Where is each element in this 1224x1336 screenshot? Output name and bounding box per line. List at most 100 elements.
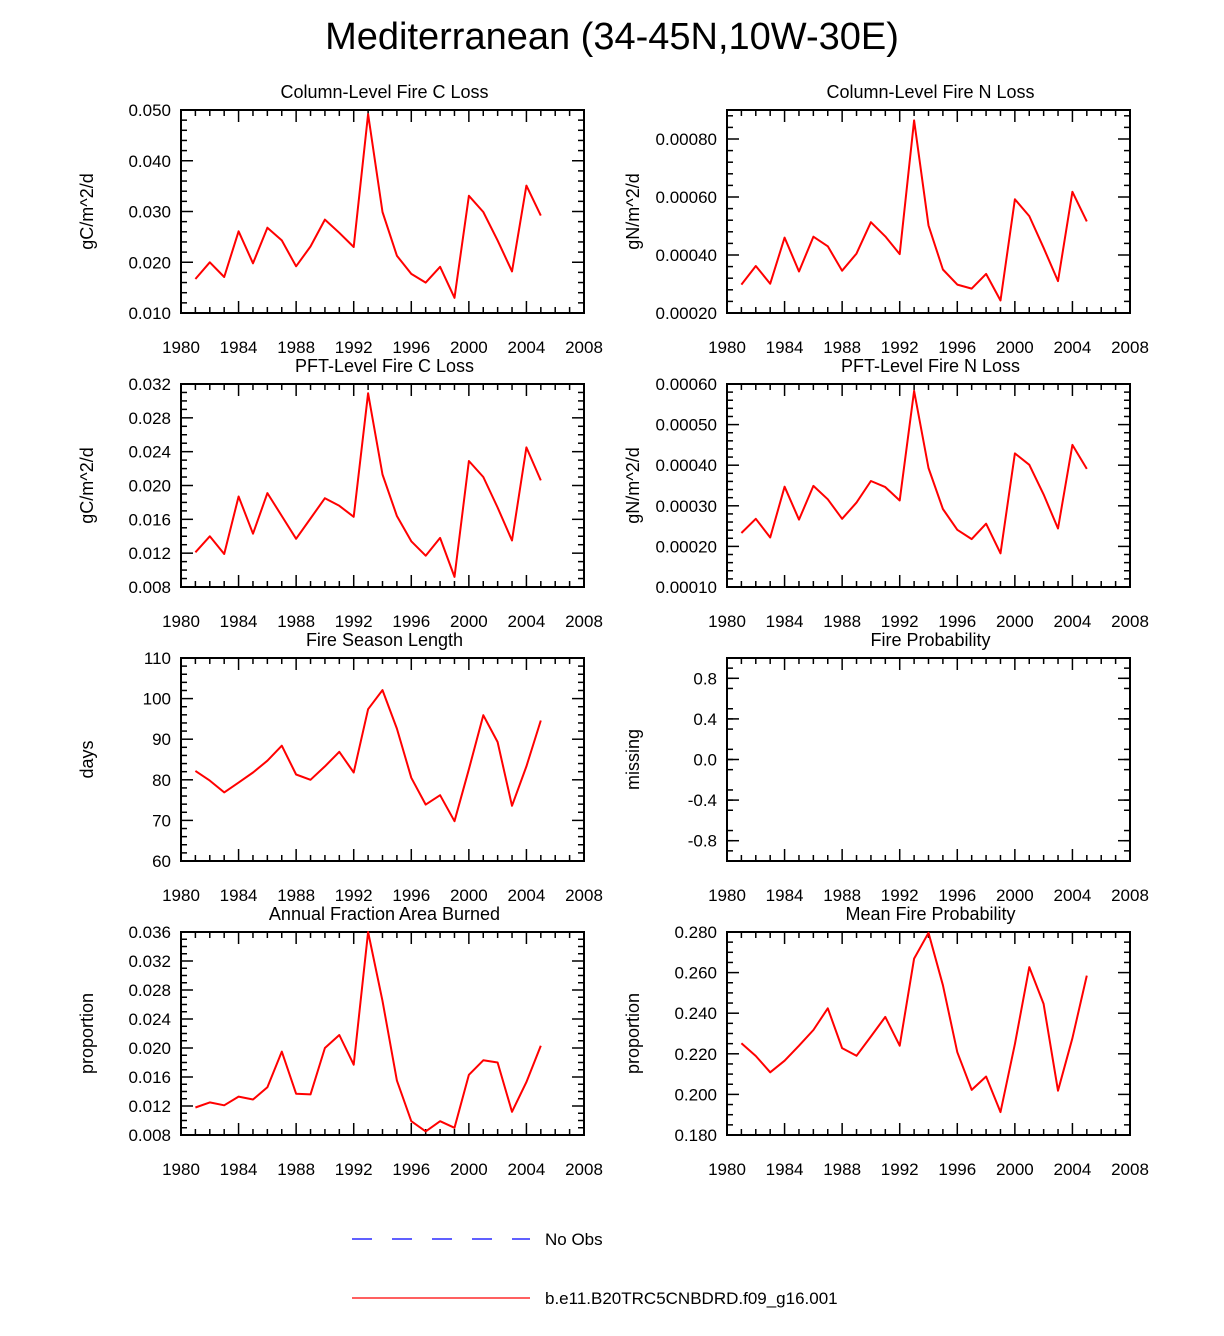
series-points	[741, 120, 1087, 301]
legend: No Obs b.e11.B20TRC5CNBDRD.f09_g16.001	[352, 1230, 838, 1308]
x-tick-label: 1996	[392, 1160, 430, 1179]
series-points	[195, 690, 541, 822]
chart-panels: Column-Level Fire C Loss gC/m^2/d 1980 1984…	[77, 82, 1149, 1179]
y-tick-label: 0.012	[128, 1097, 171, 1116]
x-tick-label: 1980	[708, 886, 746, 905]
x-tick-label: 1996	[938, 338, 976, 357]
x-tick-label: 2008	[565, 886, 603, 905]
y-tick-label: 0.00030	[656, 497, 717, 516]
y-tick-label: 0.00050	[656, 416, 717, 435]
x-tick-label: 2004	[1054, 612, 1092, 631]
series-line	[195, 931, 542, 1133]
tick-marks	[180, 109, 585, 314]
x-tick-label: 1984	[220, 886, 258, 905]
y-tick-label: 0.00040	[656, 246, 717, 265]
y-tick-label: 0.016	[128, 510, 171, 529]
legend-obs-label: No Obs	[545, 1230, 603, 1249]
y-axis-label: gN/m^2/d	[623, 447, 643, 523]
x-tick-label: 1992	[335, 612, 373, 631]
x-tick-label: 1984	[766, 886, 804, 905]
plot-frame	[180, 383, 585, 588]
y-tick-label: 0.00080	[656, 130, 717, 149]
series-points	[741, 932, 1087, 1113]
y-tick-label: 0.008	[128, 578, 171, 597]
chart-panel-5: Fire Season Length days 1980 1984 1988 1992 19…	[77, 630, 603, 905]
x-tick-label: 1988	[277, 338, 315, 357]
x-tick-label: 2008	[565, 1160, 603, 1179]
x-tick-label: 1988	[823, 886, 861, 905]
chart-panel-7: Annual Fraction Area Burned proportion 198…	[77, 904, 603, 1179]
x-tick-label: 2000	[996, 612, 1034, 631]
y-tick-label: 0.00060	[656, 375, 717, 394]
chart-title: Mean Fire Probability	[845, 904, 1015, 924]
x-tick-label: 2004	[1054, 886, 1092, 905]
chart-title: Column-Level Fire N Loss	[826, 82, 1034, 102]
tick-marks	[726, 658, 1131, 861]
y-tick-label: 60	[152, 852, 171, 871]
y-tick-label: 0.00010	[656, 578, 717, 597]
x-tick-label: 2008	[1111, 1160, 1149, 1179]
y-tick-label: 0.028	[128, 409, 171, 428]
series-points	[195, 114, 541, 298]
y-tick-label: 90	[152, 730, 171, 749]
y-tick-label: 0.020	[128, 253, 171, 272]
x-tick-label: 2008	[1111, 612, 1149, 631]
series-points	[195, 931, 541, 1132]
y-tick-label: 0.032	[128, 375, 171, 394]
x-tick-label: 1980	[162, 1160, 200, 1179]
x-tick-label: 2000	[450, 612, 488, 631]
y-tick-label: 0.020	[128, 477, 171, 496]
y-tick-label: 0.028	[128, 981, 171, 1000]
chart-title: Column-Level Fire C Loss	[280, 82, 488, 102]
x-tick-label: 1996	[392, 612, 430, 631]
series-line	[194, 113, 542, 299]
y-tick-label: 0.024	[128, 443, 171, 462]
x-tick-label: 1996	[392, 886, 430, 905]
x-tick-label: 1980	[708, 612, 746, 631]
x-tick-label: 1980	[162, 612, 200, 631]
y-tick-label: 0.016	[128, 1068, 171, 1087]
figure-title: Mediterranean (34-45N,10W-30E)	[325, 16, 899, 58]
x-tick-label: 2004	[508, 886, 546, 905]
y-tick-label: 0.00020	[656, 537, 717, 556]
tick-marks	[180, 931, 585, 1136]
x-tick-label: 1984	[766, 338, 804, 357]
x-tick-label: 1992	[881, 612, 919, 631]
x-tick-label: 1996	[938, 1160, 976, 1179]
series-points	[195, 393, 541, 577]
y-tick-label: 0.280	[674, 923, 717, 942]
y-axis-label: proportion	[623, 993, 643, 1074]
y-tick-label: 0.040	[128, 152, 171, 171]
x-tick-label: 1992	[335, 338, 373, 357]
y-tick-label: 0.180	[674, 1126, 717, 1145]
plot-frame	[180, 931, 585, 1136]
series-line	[740, 119, 1088, 302]
chart-title: PFT-Level Fire C Loss	[295, 356, 474, 376]
y-tick-label: 110	[144, 649, 171, 668]
chart-title: Fire Probability	[870, 630, 990, 650]
x-tick-label: 2008	[1111, 338, 1149, 357]
x-tick-label: 1996	[938, 886, 976, 905]
x-tick-label: 1984	[766, 1160, 804, 1179]
y-axis-label: proportion	[77, 993, 97, 1074]
y-tick-label: 0.200	[674, 1085, 717, 1104]
y-tick-label: 0.008	[128, 1126, 171, 1145]
x-tick-label: 1980	[708, 1160, 746, 1179]
x-tick-label: 2000	[996, 1160, 1034, 1179]
x-tick-label: 2008	[565, 612, 603, 631]
y-tick-label: 0.030	[128, 203, 171, 222]
x-tick-label: 1992	[881, 886, 919, 905]
y-tick-label: 0.036	[128, 923, 171, 942]
x-tick-label: 1980	[708, 338, 746, 357]
tick-marks	[726, 383, 1131, 588]
y-tick-label: 0.260	[674, 964, 717, 983]
series-points	[741, 390, 1087, 554]
tick-marks	[726, 110, 1131, 314]
y-tick-label: 0.00020	[656, 304, 717, 323]
chart-panel-2: Column-Level Fire N Loss gN/m^2/d 1980 1984…	[623, 82, 1149, 357]
chart-panel-3: PFT-Level Fire C Loss gC/m^2/d 1980 1984 198…	[77, 356, 603, 631]
x-tick-label: 1996	[392, 338, 430, 357]
tick-marks	[726, 931, 1131, 1136]
x-tick-label: 2000	[996, 338, 1034, 357]
y-tick-label: -0.4	[688, 791, 717, 810]
